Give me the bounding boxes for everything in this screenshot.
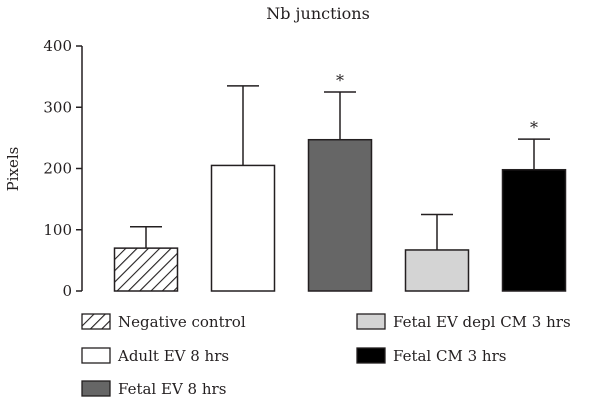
y-tick-label: 0 bbox=[62, 282, 72, 300]
legend-swatch bbox=[81, 347, 111, 364]
legend: Negative control Adult EV 8 hrs Fetal EV 8… bbox=[81, 313, 571, 398]
y-tick-label: 300 bbox=[43, 98, 72, 116]
y-tick-label: 100 bbox=[43, 221, 72, 239]
bar bbox=[501, 168, 567, 292]
y-axis-label: Pixels bbox=[4, 147, 22, 192]
significance-marker: * bbox=[530, 118, 538, 137]
significance-marker: * bbox=[336, 71, 344, 90]
y-tick-label: 200 bbox=[43, 160, 72, 178]
bar bbox=[210, 164, 276, 292]
y-tick-label: 400 bbox=[43, 37, 72, 55]
legend-label: Fetal EV depl CM 3 hrs bbox=[393, 313, 571, 331]
bar bbox=[307, 138, 373, 292]
axes: 0 100 200 300 400 bbox=[43, 37, 83, 300]
bar bbox=[404, 249, 470, 292]
legend-label: Fetal CM 3 hrs bbox=[393, 347, 506, 365]
bars: ** bbox=[113, 71, 567, 292]
legend-swatch bbox=[81, 380, 111, 397]
legend-swatch bbox=[356, 313, 386, 330]
legend-swatch bbox=[81, 313, 111, 330]
legend-swatch bbox=[356, 347, 386, 364]
legend-label: Fetal EV 8 hrs bbox=[118, 380, 226, 398]
bar bbox=[113, 247, 179, 292]
legend-label: Negative control bbox=[118, 313, 246, 331]
chart-title: Nb junctions bbox=[266, 4, 370, 23]
legend-label: Adult EV 8 hrs bbox=[117, 347, 229, 365]
